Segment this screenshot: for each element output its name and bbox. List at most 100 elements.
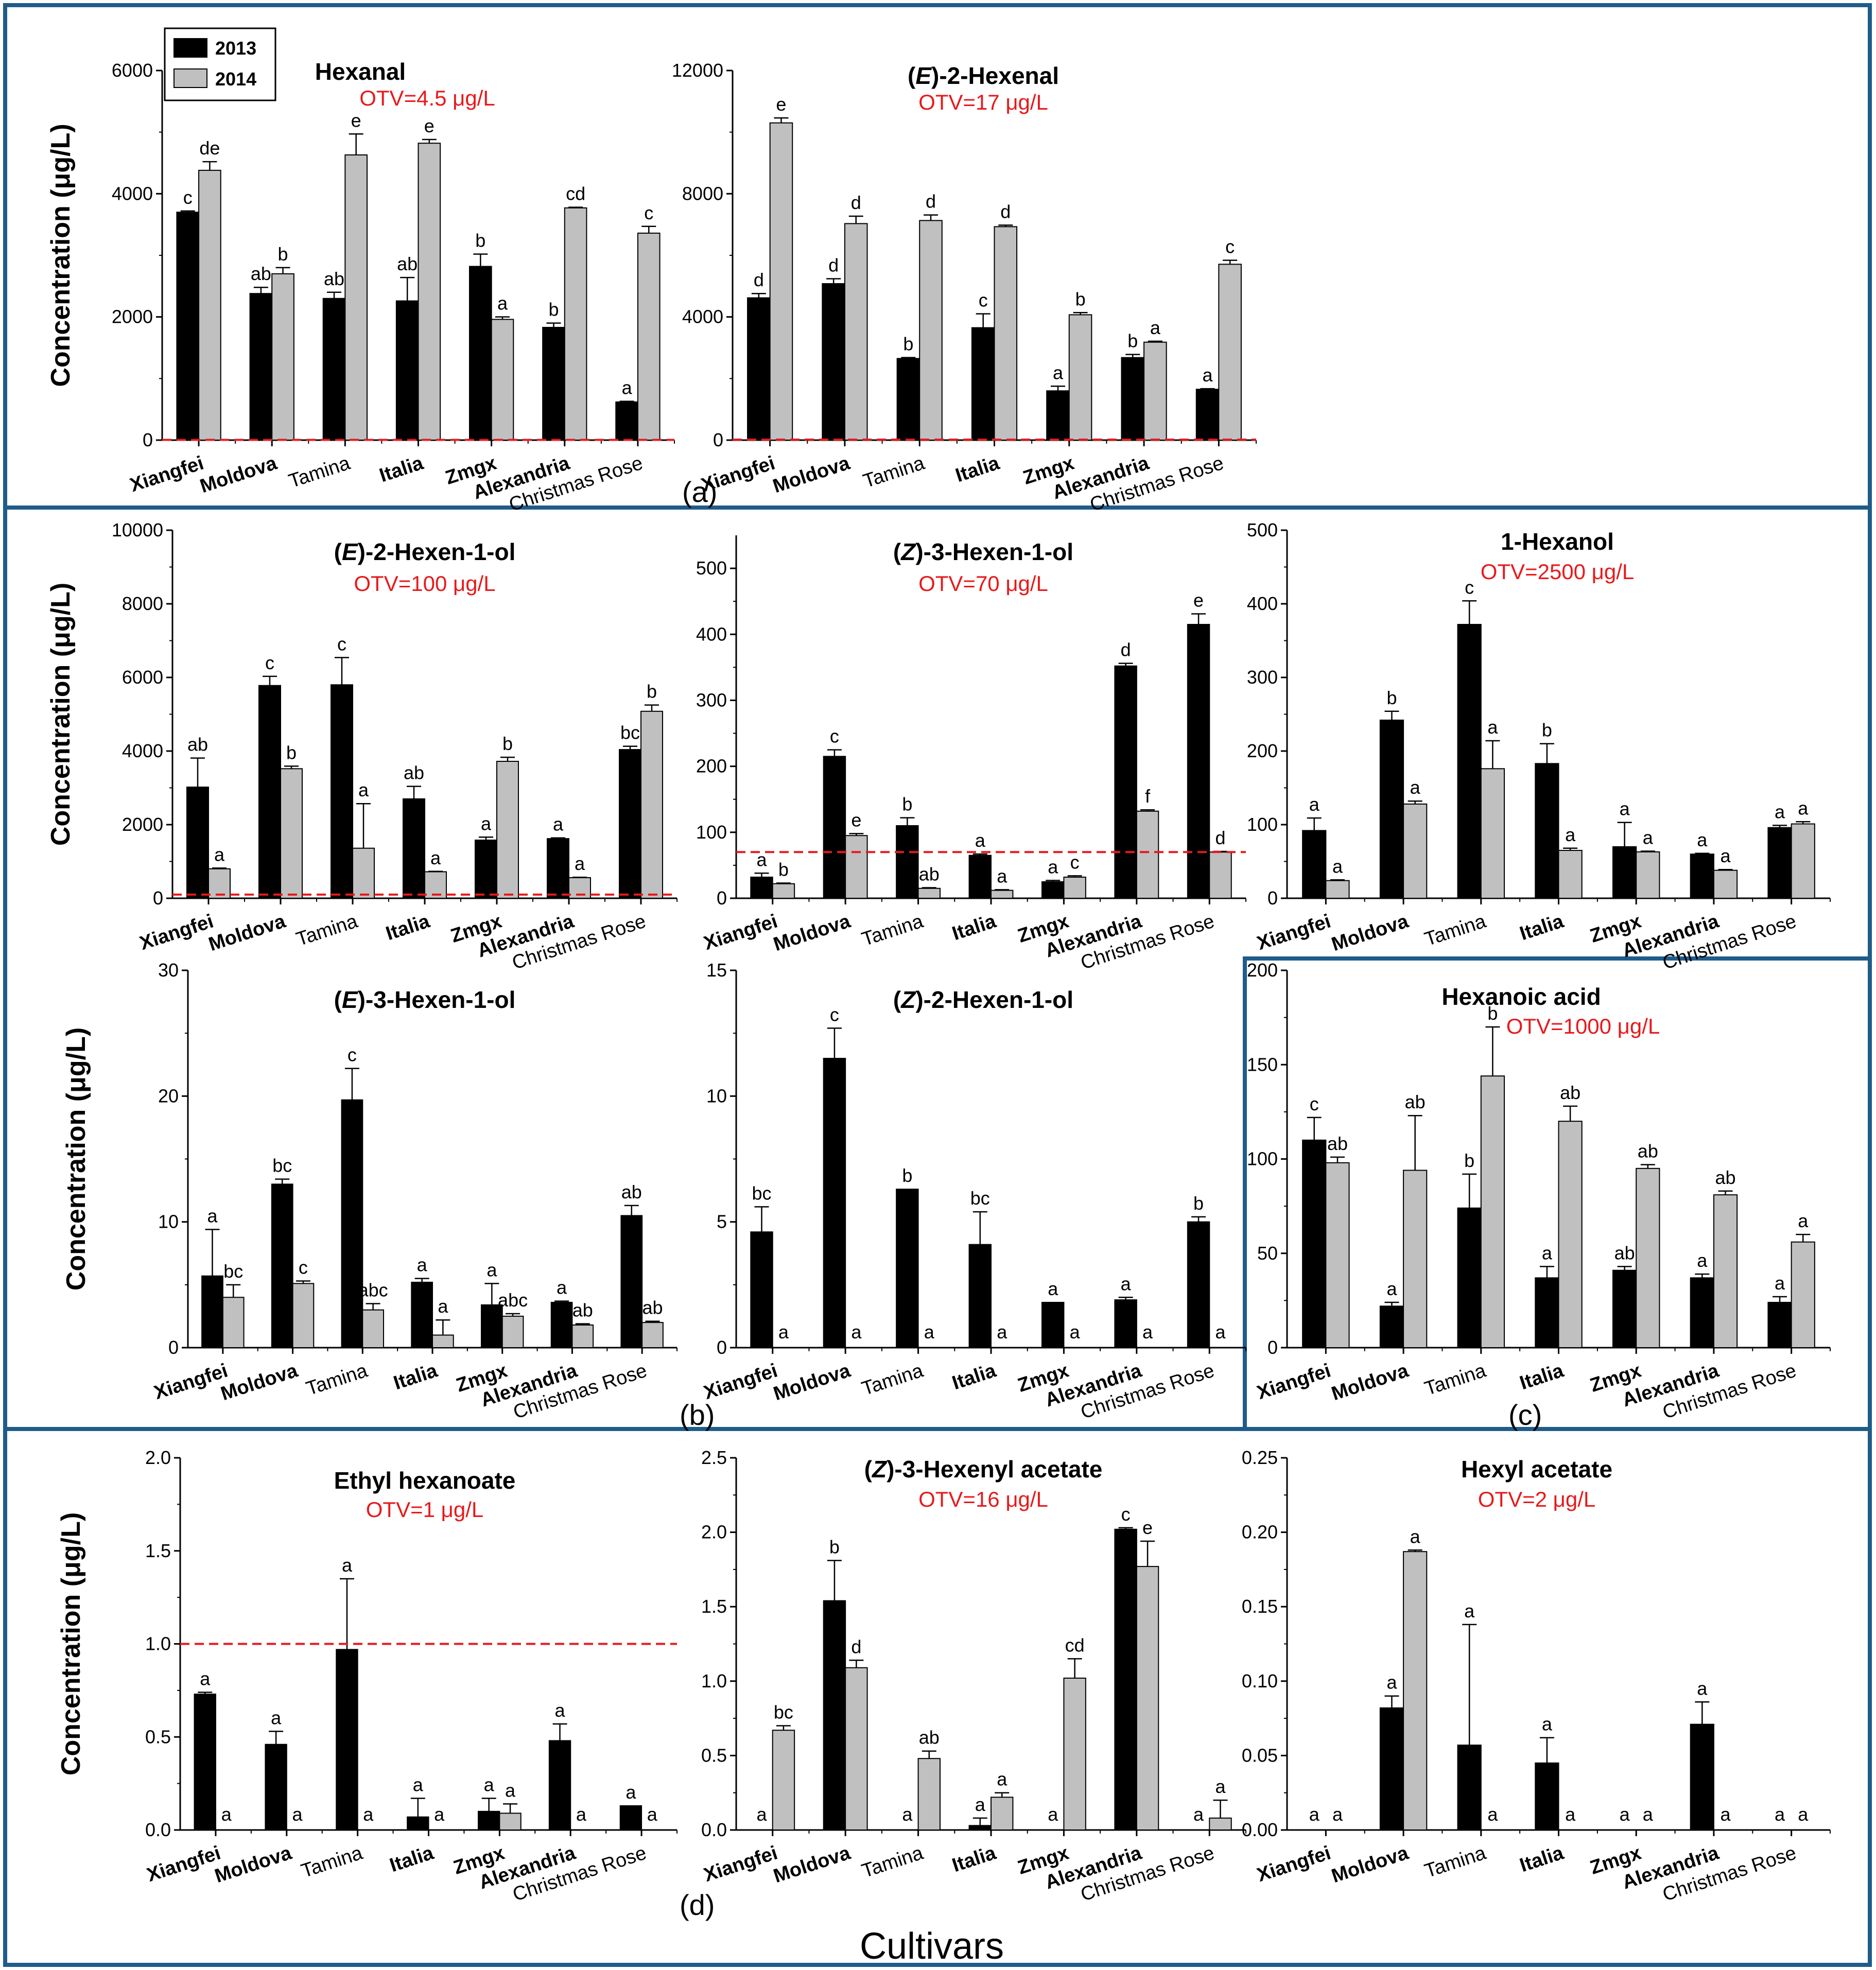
bar-2014 — [917, 1758, 941, 1831]
chart-title: (E)-2-Hexenal — [908, 62, 1059, 89]
significance-letter: a — [1542, 1714, 1553, 1735]
x-tick-label: Moldova — [1329, 1359, 1411, 1405]
bar-2013 — [407, 1816, 429, 1831]
chart-title: Hexanal — [315, 58, 406, 85]
significance-letter: c — [644, 202, 653, 223]
y-tick-label: 500 — [696, 557, 727, 579]
bar-2014 — [1403, 803, 1428, 899]
significance-letter: d — [754, 269, 764, 290]
chart-title: 1-Hexanol — [1501, 528, 1614, 555]
significance-letter: b — [1075, 288, 1086, 309]
significance-letter: ab — [919, 1727, 940, 1748]
bar-2013 — [619, 749, 641, 899]
bar-2013 — [1114, 1528, 1137, 1830]
significance-letter: a — [553, 814, 564, 835]
significance-letter: a — [1643, 1804, 1654, 1825]
significance-letter: a — [1332, 1804, 1343, 1825]
significance-letter: ab — [642, 1297, 663, 1318]
bar-2013 — [1457, 1745, 1482, 1830]
significance-letter: b — [1386, 687, 1397, 708]
y-tick-label: 10 — [706, 1085, 727, 1106]
bar-2013 — [823, 1600, 846, 1831]
significance-letter: a — [1775, 1804, 1785, 1825]
y-tick-label: 1.5 — [701, 1596, 727, 1617]
legend-label-2013: 2013 — [215, 38, 256, 59]
y-tick-label: 300 — [696, 689, 727, 710]
y-tick-label: 2000 — [122, 814, 163, 835]
frame-d — [3, 1427, 1872, 1967]
bar-2014 — [1068, 314, 1092, 441]
significance-letter: a — [271, 1707, 282, 1728]
bar-2014 — [571, 1324, 594, 1349]
bar-2013 — [896, 825, 919, 899]
panel-label-c: (c) — [1508, 1399, 1542, 1431]
bar-2014 — [1558, 850, 1583, 899]
significance-letter: abc — [498, 1289, 528, 1311]
bar-2014 — [501, 1315, 524, 1349]
significance-letter: ab — [919, 863, 940, 884]
chart-title: (E)-2-Hexen-1-ol — [334, 538, 516, 565]
significance-letter: a — [778, 1321, 789, 1343]
significance-letter: a — [924, 1321, 935, 1343]
y-tick-label: 0 — [1267, 887, 1278, 909]
significance-letter: a — [576, 1804, 587, 1825]
significance-letter: a — [1542, 1242, 1553, 1263]
bar-2013 — [475, 840, 497, 899]
y-tick-label: 10 — [158, 1211, 179, 1232]
bar-2013 — [547, 838, 569, 899]
significance-letter: a — [1798, 1804, 1809, 1825]
bar-2013 — [1690, 853, 1714, 899]
x-tick-label: Moldova — [771, 1359, 853, 1405]
y-tick-label: 8000 — [682, 183, 723, 204]
y-tick-label: 0.0 — [701, 1819, 727, 1840]
significance-letter: a — [1410, 1526, 1421, 1547]
bar-2014 — [641, 1322, 664, 1348]
y-axis-label: Concentration (μg/L) — [56, 1512, 86, 1775]
significance-letter: a — [484, 1774, 495, 1795]
bar-2014 — [1636, 1167, 1660, 1348]
significance-letter: a — [363, 1804, 374, 1825]
legend: 2013 2014 — [164, 27, 276, 101]
bar-2014 — [496, 761, 519, 899]
y-tick-label: 50 — [1257, 1243, 1278, 1264]
bar-2013 — [619, 1805, 642, 1830]
y-tick-label: 2.0 — [701, 1522, 727, 1543]
x-tick-label: Tamina — [286, 452, 353, 492]
bar-2014 — [1063, 876, 1086, 899]
x-tick-label: Italia — [383, 910, 432, 945]
x-tick-label: Xiangfei — [1255, 1360, 1334, 1404]
significance-letter: a — [1798, 797, 1809, 818]
x-tick-label: Moldova — [770, 452, 853, 497]
bar-2014 — [844, 223, 868, 441]
significance-letter: ab — [1715, 1167, 1736, 1188]
otv-label: OTV=4.5 μg/L — [359, 86, 495, 110]
x-tick-label: Tamina — [859, 1359, 926, 1400]
bar-2013 — [403, 798, 425, 899]
significance-letter: b — [286, 742, 297, 763]
x-tick-label: Italia — [377, 452, 426, 486]
bar-2014 — [499, 1812, 522, 1831]
x-tick-label: Xiangfei — [137, 911, 216, 955]
significance-letter: a — [1565, 1804, 1576, 1825]
significance-letter: b — [903, 334, 913, 355]
y-tick-label: 200 — [1247, 960, 1278, 981]
significance-letter: a — [1142, 1321, 1153, 1343]
significance-letter: cd — [1065, 1634, 1085, 1655]
significance-letter: ab — [1614, 1242, 1635, 1263]
significance-letter: d — [1215, 827, 1225, 848]
significance-letter: a — [575, 853, 585, 874]
significance-letter: bc — [223, 1261, 243, 1282]
y-tick-label: 0.00 — [1242, 1819, 1278, 1840]
y-axis-label: Concentration (μg/L) — [46, 124, 76, 387]
significance-letter: b — [902, 1165, 912, 1186]
bar-2014 — [919, 220, 943, 441]
bar-2014 — [845, 835, 868, 899]
y-axis-label: Concentration (μg/L) — [61, 1027, 91, 1291]
significance-letter: b — [829, 1537, 840, 1558]
significance-letter: a — [647, 1804, 658, 1825]
significance-letter: a — [417, 1254, 428, 1276]
significance-letter: a — [497, 293, 508, 314]
panel-label-b: (b) — [680, 1399, 715, 1431]
x-tick-label: Moldova — [1329, 910, 1411, 955]
